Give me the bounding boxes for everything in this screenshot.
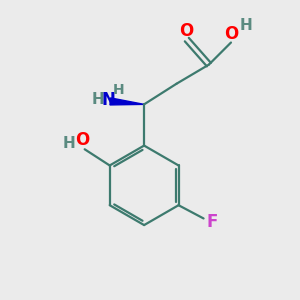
Text: O: O — [224, 25, 239, 43]
Text: F: F — [206, 213, 218, 231]
Text: O: O — [75, 131, 89, 149]
Text: H: H — [113, 83, 124, 97]
Text: H: H — [92, 92, 104, 107]
Text: O: O — [179, 22, 193, 40]
Text: H: H — [240, 18, 253, 33]
Text: H: H — [63, 136, 76, 152]
Polygon shape — [110, 98, 144, 105]
Text: N: N — [102, 91, 116, 109]
